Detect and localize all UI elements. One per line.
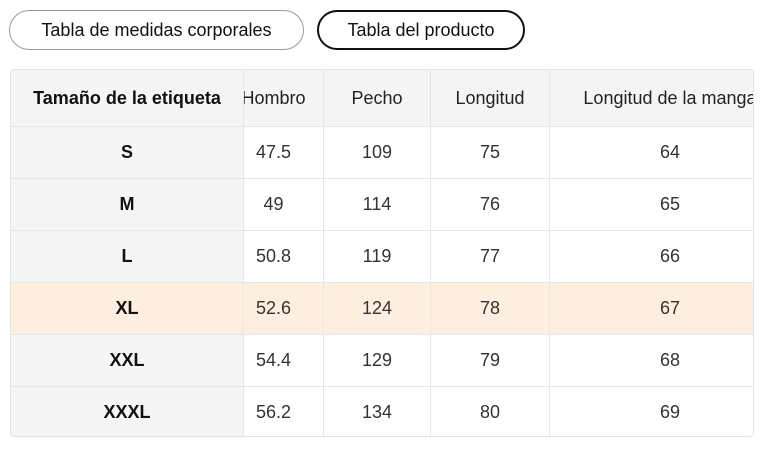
size-label: XXXL bbox=[11, 387, 244, 436]
measure-cell: 68 bbox=[550, 335, 753, 387]
measure-cell: 66 bbox=[550, 231, 753, 283]
measure-cell: 64 bbox=[550, 127, 753, 179]
measure-cell: 69 bbox=[550, 387, 753, 436]
measure-cell: 75 bbox=[431, 127, 550, 179]
size-label: S bbox=[11, 127, 244, 179]
measure-cell: 49 bbox=[224, 179, 324, 231]
measure-cell: 109 bbox=[324, 127, 431, 179]
measure-cell: 65 bbox=[550, 179, 753, 231]
measure-cell: 134 bbox=[324, 387, 431, 436]
measure-cell: 76 bbox=[431, 179, 550, 231]
measure-cell: 56.2 bbox=[224, 387, 324, 436]
measure-cell: 54.4 bbox=[224, 335, 324, 387]
measure-cell: 124 bbox=[324, 283, 431, 335]
header-cell: Pecho bbox=[324, 70, 431, 127]
measure-cell: 67 bbox=[550, 283, 753, 335]
measure-cell: 114 bbox=[324, 179, 431, 231]
header-cell: Tamaño de la etiqueta bbox=[11, 70, 244, 127]
header-cell: Longitud de la manga bbox=[550, 70, 753, 127]
measure-cell: 78 bbox=[431, 283, 550, 335]
measure-cell: 129 bbox=[324, 335, 431, 387]
measure-cell: 50.8 bbox=[224, 231, 324, 283]
measure-cell: 79 bbox=[431, 335, 550, 387]
size-label: L bbox=[11, 231, 244, 283]
size-label: M bbox=[11, 179, 244, 231]
size-label: XL bbox=[11, 283, 244, 335]
size-table: Tamaño de la etiqueta Hombro Pecho Longitud… bbox=[10, 69, 754, 437]
measure-cell: 80 bbox=[431, 387, 550, 436]
measure-cell: 47.5 bbox=[224, 127, 324, 179]
tab-button-selected[interactable]: Tabla del producto bbox=[317, 10, 525, 50]
header-cell: Longitud bbox=[431, 70, 550, 127]
size-label: XXL bbox=[11, 335, 244, 387]
measure-cell: 119 bbox=[324, 231, 431, 283]
tab-button[interactable]: Tabla de medidas corporales bbox=[9, 10, 304, 50]
measure-cell: 77 bbox=[431, 231, 550, 283]
